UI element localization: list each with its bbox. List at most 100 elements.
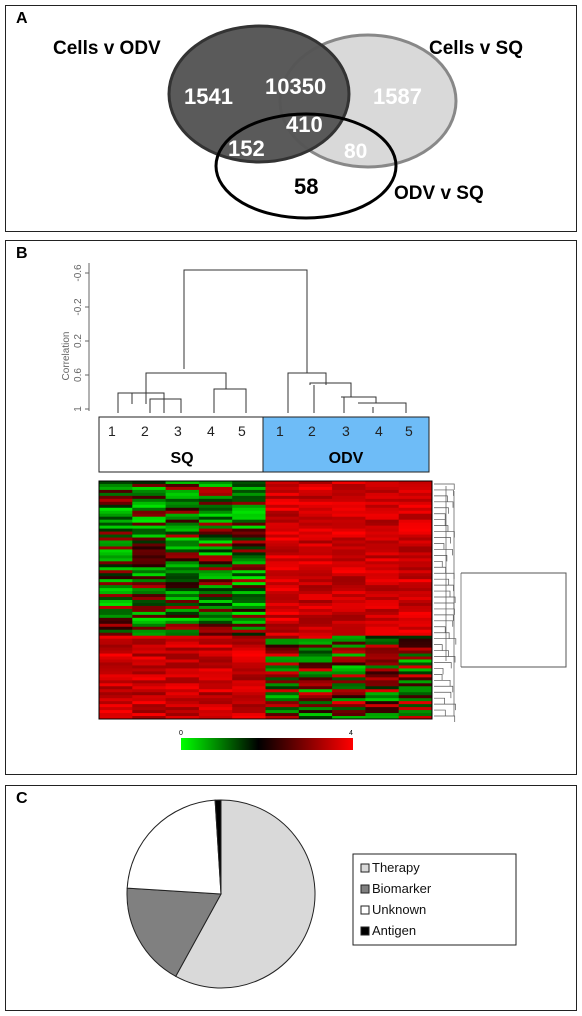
heatmap-cell bbox=[132, 549, 167, 553]
heatmap-cell bbox=[365, 543, 400, 547]
heatmap-cell bbox=[398, 677, 433, 681]
heatmap-cell bbox=[165, 498, 200, 503]
heatmap-cell bbox=[298, 564, 333, 568]
heatmap-cell bbox=[398, 555, 433, 559]
heatmap-cell bbox=[198, 495, 233, 500]
heatmap-cell bbox=[332, 707, 366, 711]
heatmap-cell bbox=[232, 701, 266, 705]
heatmap-cell bbox=[265, 489, 300, 494]
row-dendrogram-branch bbox=[434, 513, 446, 520]
heatmap-cell bbox=[132, 481, 167, 485]
heatmap-cell bbox=[198, 677, 233, 681]
legend-swatch-biomarker bbox=[360, 884, 370, 894]
heatmap-cell bbox=[165, 659, 200, 663]
sq-sample-label: 1 bbox=[108, 423, 116, 439]
heatmap-cell bbox=[365, 671, 400, 675]
heatmap-cell bbox=[332, 555, 366, 559]
heatmap-cell bbox=[165, 501, 200, 506]
heatmap-cell bbox=[132, 629, 167, 634]
heatmap-cell bbox=[232, 591, 266, 595]
heatmap-cell bbox=[132, 540, 167, 544]
heatmap-cell bbox=[298, 546, 333, 550]
heatmap-cell bbox=[265, 600, 300, 604]
heatmap-border bbox=[98, 480, 433, 720]
heatmap-cell bbox=[132, 552, 167, 556]
heatmap-cell bbox=[165, 519, 200, 524]
row-dendrogram-branch bbox=[434, 709, 446, 717]
correlation-axis-label: Correlation bbox=[61, 332, 72, 381]
heatmap-cell bbox=[365, 561, 400, 565]
heatmap-cell bbox=[132, 543, 167, 547]
heatmap-cell bbox=[99, 537, 133, 541]
heatmap-cell bbox=[232, 710, 266, 714]
heatmap-cell bbox=[398, 576, 433, 580]
heatmap-cell bbox=[332, 561, 366, 565]
legend-label-therapy: Therapy bbox=[372, 860, 420, 875]
heatmap-cell bbox=[365, 510, 400, 515]
heatmap-cell bbox=[265, 537, 300, 541]
heatmap-cell bbox=[132, 626, 167, 631]
row-dendrogram-branch bbox=[434, 674, 443, 681]
heatmap-cell bbox=[332, 507, 366, 512]
heatmap-cell bbox=[398, 662, 433, 666]
heatmap-cell bbox=[132, 632, 167, 637]
heatmap-cell bbox=[99, 549, 133, 553]
heatmap-cell bbox=[132, 602, 167, 607]
heatmap-cell bbox=[332, 573, 366, 577]
heatmap-cell bbox=[298, 656, 333, 660]
heatmap-cell bbox=[198, 704, 233, 708]
heatmap-cell bbox=[265, 531, 300, 536]
heatmap-cell bbox=[232, 498, 266, 503]
heatmap-cell bbox=[198, 656, 233, 660]
heatmap-cell bbox=[232, 519, 266, 524]
heatmap-cell bbox=[132, 516, 167, 521]
heatmap-cell bbox=[132, 576, 167, 580]
heatmap-cell bbox=[265, 635, 300, 640]
heatmap-cell bbox=[298, 504, 333, 509]
heatmap-cell bbox=[265, 522, 300, 527]
heatmap-cell bbox=[165, 689, 200, 693]
heatmap-cell bbox=[398, 695, 433, 699]
heatmap-cell bbox=[398, 629, 433, 634]
heatmap-cell bbox=[165, 492, 200, 497]
heatmap-cell bbox=[265, 519, 300, 524]
heatmap-cell bbox=[99, 674, 133, 678]
heatmap-cell bbox=[365, 608, 400, 613]
heatmap-cell bbox=[99, 510, 133, 515]
heatmap-cell bbox=[99, 495, 133, 500]
heatmap-cell bbox=[365, 662, 400, 666]
heatmap-cell bbox=[232, 716, 266, 720]
heatmap-cell bbox=[232, 662, 266, 666]
heatmap-cell bbox=[132, 537, 167, 541]
heatmap-cell bbox=[332, 713, 366, 717]
heatmap-cell bbox=[398, 492, 433, 497]
correlation-tick: -0.6 bbox=[73, 264, 84, 282]
heatmap-cell bbox=[332, 516, 366, 521]
heatmap-cell bbox=[298, 614, 333, 619]
pie-panel: C Therapy Biomarker Unknown Antigen bbox=[5, 785, 577, 1011]
heatmap-cell bbox=[99, 623, 133, 628]
heatmap-cell bbox=[232, 537, 266, 541]
heatmap-cell bbox=[332, 510, 366, 515]
heatmap-cell bbox=[298, 629, 333, 634]
heatmap-cell bbox=[232, 489, 266, 494]
row-dendrogram-branch bbox=[434, 501, 454, 508]
heatmap-cell bbox=[165, 698, 200, 702]
heatmap-cell bbox=[265, 683, 300, 687]
heatmap-cell bbox=[398, 692, 433, 696]
heatmap-cell bbox=[265, 656, 300, 660]
heatmap-cell bbox=[132, 653, 167, 658]
heatmap-cell bbox=[298, 602, 333, 607]
heatmap-cell bbox=[198, 540, 233, 544]
heatmap-cell bbox=[198, 531, 233, 536]
heatmap-cell bbox=[365, 513, 400, 518]
heatmap-cell bbox=[165, 710, 200, 714]
heatmap-cell bbox=[165, 573, 200, 577]
heatmap-cell bbox=[298, 617, 333, 622]
heatmap-cell bbox=[365, 617, 400, 622]
heatmap-cell bbox=[165, 683, 200, 687]
heatmap-cell bbox=[398, 534, 433, 539]
heatmap-cell bbox=[332, 602, 366, 607]
heatmap-cell bbox=[165, 549, 200, 553]
heatmap-cell bbox=[198, 692, 233, 696]
